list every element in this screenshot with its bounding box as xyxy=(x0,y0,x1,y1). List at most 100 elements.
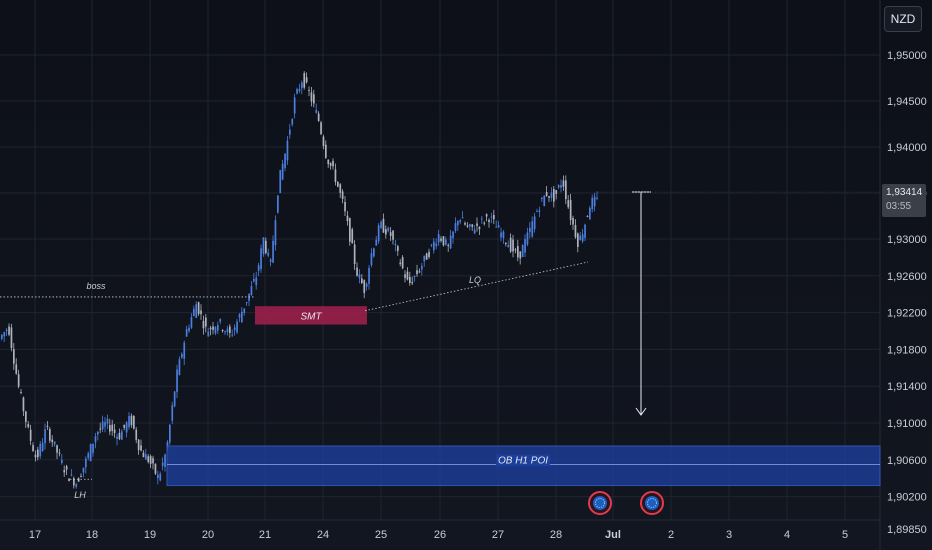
event-stars xyxy=(595,498,605,508)
candle-body xyxy=(82,467,85,473)
candle-body xyxy=(286,140,289,161)
candle-body xyxy=(212,326,214,330)
grid xyxy=(0,0,881,550)
candle-body xyxy=(375,239,378,246)
candle-body xyxy=(433,241,435,251)
candle-body xyxy=(464,223,466,225)
candle-body xyxy=(334,169,337,182)
candle-body xyxy=(481,218,483,220)
candle-body xyxy=(89,444,92,462)
candle-body xyxy=(548,196,550,198)
candle-body xyxy=(15,364,18,374)
candle-body xyxy=(526,232,529,245)
candle-body xyxy=(586,215,589,217)
economic-event-icon[interactable] xyxy=(588,491,612,515)
candle-body xyxy=(373,248,375,257)
candle-body xyxy=(77,478,80,482)
currency-button[interactable]: NZD xyxy=(884,6,922,32)
candle-body xyxy=(202,320,205,329)
candle-body xyxy=(536,211,538,213)
candle-body xyxy=(41,442,44,452)
candle-body xyxy=(32,445,34,452)
candle-body xyxy=(241,311,243,323)
candle-body xyxy=(113,429,116,434)
candle-body xyxy=(317,113,320,121)
x-tick-label: 27 xyxy=(492,529,504,541)
candle-body xyxy=(178,359,181,375)
y-tick-label: 1,91400 xyxy=(887,381,927,393)
candle-body xyxy=(142,452,145,458)
x-tick-label: 2 xyxy=(668,529,674,541)
candle-body xyxy=(75,484,78,487)
candle-body xyxy=(195,304,198,318)
y-tick-label: 1,94500 xyxy=(887,96,927,108)
last-price-value: 1,93414 xyxy=(886,187,923,198)
candle-body xyxy=(351,229,354,244)
candle-body xyxy=(569,199,572,221)
candle-body xyxy=(380,221,382,229)
candle-body xyxy=(207,331,210,337)
candle-body xyxy=(517,246,519,258)
candle-body xyxy=(92,443,94,453)
candle-body xyxy=(80,475,82,477)
candle-body xyxy=(392,230,394,240)
boss-label: boss xyxy=(86,281,106,291)
x-tick-label: Jul xyxy=(605,529,621,541)
candle-body xyxy=(519,251,522,259)
event-markers[interactable] xyxy=(588,491,664,515)
lq-trendline xyxy=(364,261,589,312)
candle-body xyxy=(521,244,524,257)
candle-body xyxy=(296,89,298,94)
candle-body xyxy=(358,274,361,279)
candle-body xyxy=(20,391,22,393)
candle-body xyxy=(25,411,27,422)
candle-body xyxy=(337,181,339,187)
x-axis[interactable]: 17 18 19 20 21 24 25 26 27 28 Jul 2 3 4 5 xyxy=(29,529,848,541)
candle-body xyxy=(315,109,318,113)
candle-body xyxy=(272,240,274,263)
candle-body xyxy=(238,314,241,318)
candle-body xyxy=(236,321,238,333)
candle-body xyxy=(339,184,342,193)
candle-body xyxy=(418,271,421,273)
candle-body xyxy=(217,324,219,331)
candle-body xyxy=(5,329,8,331)
candle-body xyxy=(135,429,138,440)
x-tick-label: 21 xyxy=(259,529,271,541)
candle-body xyxy=(401,257,404,269)
candle-body xyxy=(308,89,310,91)
x-tick-label: 20 xyxy=(202,529,214,541)
candle-body xyxy=(221,330,224,332)
candle-body xyxy=(473,229,476,234)
candle-body xyxy=(164,454,166,468)
candle-body xyxy=(346,215,349,222)
candle-body xyxy=(577,233,579,247)
candle-body xyxy=(368,267,370,284)
x-tick-label: 5 xyxy=(842,529,848,541)
candle-body xyxy=(13,349,15,364)
candle-body xyxy=(389,232,392,236)
y-axis[interactable]: 1,950001,945001,940001,935001,930001,926… xyxy=(887,50,927,536)
smt-zone xyxy=(255,306,367,325)
candle-body xyxy=(363,280,366,293)
candle-body xyxy=(356,267,358,276)
candle-body xyxy=(185,329,188,337)
candle-body xyxy=(423,255,426,262)
candle-body xyxy=(197,302,200,314)
candle-body xyxy=(253,278,255,282)
candle-body xyxy=(289,129,291,135)
candle-body xyxy=(190,316,193,328)
candle-body xyxy=(293,97,296,114)
economic-event-icon[interactable] xyxy=(640,491,664,515)
candle-body xyxy=(277,195,279,213)
event-stars xyxy=(647,498,657,508)
candle-body xyxy=(205,317,207,327)
candle-body xyxy=(68,478,70,482)
candle-body xyxy=(193,308,195,316)
candles xyxy=(1,71,598,489)
candle-body xyxy=(435,243,438,247)
lq-label: LQ xyxy=(469,275,481,285)
y-tick-label: 1,91000 xyxy=(887,418,927,430)
